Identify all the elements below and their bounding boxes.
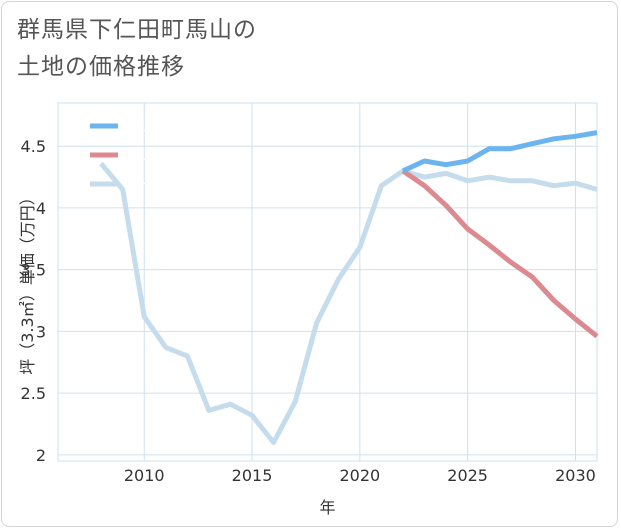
y-axis-label: 坪（3.3㎡）単価（万円）	[18, 189, 37, 374]
chart-title-line-1: 群馬県下仁田町馬山の	[17, 17, 257, 43]
chart-title: 群馬県下仁田町馬山の 土地の価格推移	[17, 12, 437, 86]
x-tick-label: 2010	[124, 466, 165, 485]
tick-labels: 2010 2015 2020 2025 2030 2 2.5 3 3.5 4 4.5	[21, 137, 596, 485]
chart-title-line-2: 土地の価格推移	[17, 54, 185, 80]
x-tick-label: 2020	[339, 466, 380, 485]
y-tick-label: 4.5	[21, 137, 46, 156]
y-tick-label: 3.5	[21, 261, 46, 280]
y-tick-label: 4	[36, 199, 46, 218]
grid	[57, 102, 598, 462]
series-line-0	[401, 130, 598, 174]
y-tick-label: 2.5	[21, 384, 46, 403]
legend-label-2: ノーマルシナリオ	[128, 177, 224, 191]
y-tick-label: 2	[36, 446, 46, 465]
series-layer	[99, 130, 599, 445]
x-tick-label: 2015	[232, 466, 273, 485]
y-tick-label: 3	[36, 322, 46, 341]
series-line-1	[401, 168, 599, 339]
plot-border	[57, 102, 598, 462]
x-tick-label: 2025	[447, 466, 488, 485]
x-tick-label: 2030	[555, 466, 596, 485]
series-line-2	[99, 161, 598, 445]
x-axis-label: 年	[319, 498, 335, 517]
legend-label-0: グッドシナリオ	[128, 119, 212, 133]
legend-label-1: バッドシナリオ	[128, 148, 212, 162]
